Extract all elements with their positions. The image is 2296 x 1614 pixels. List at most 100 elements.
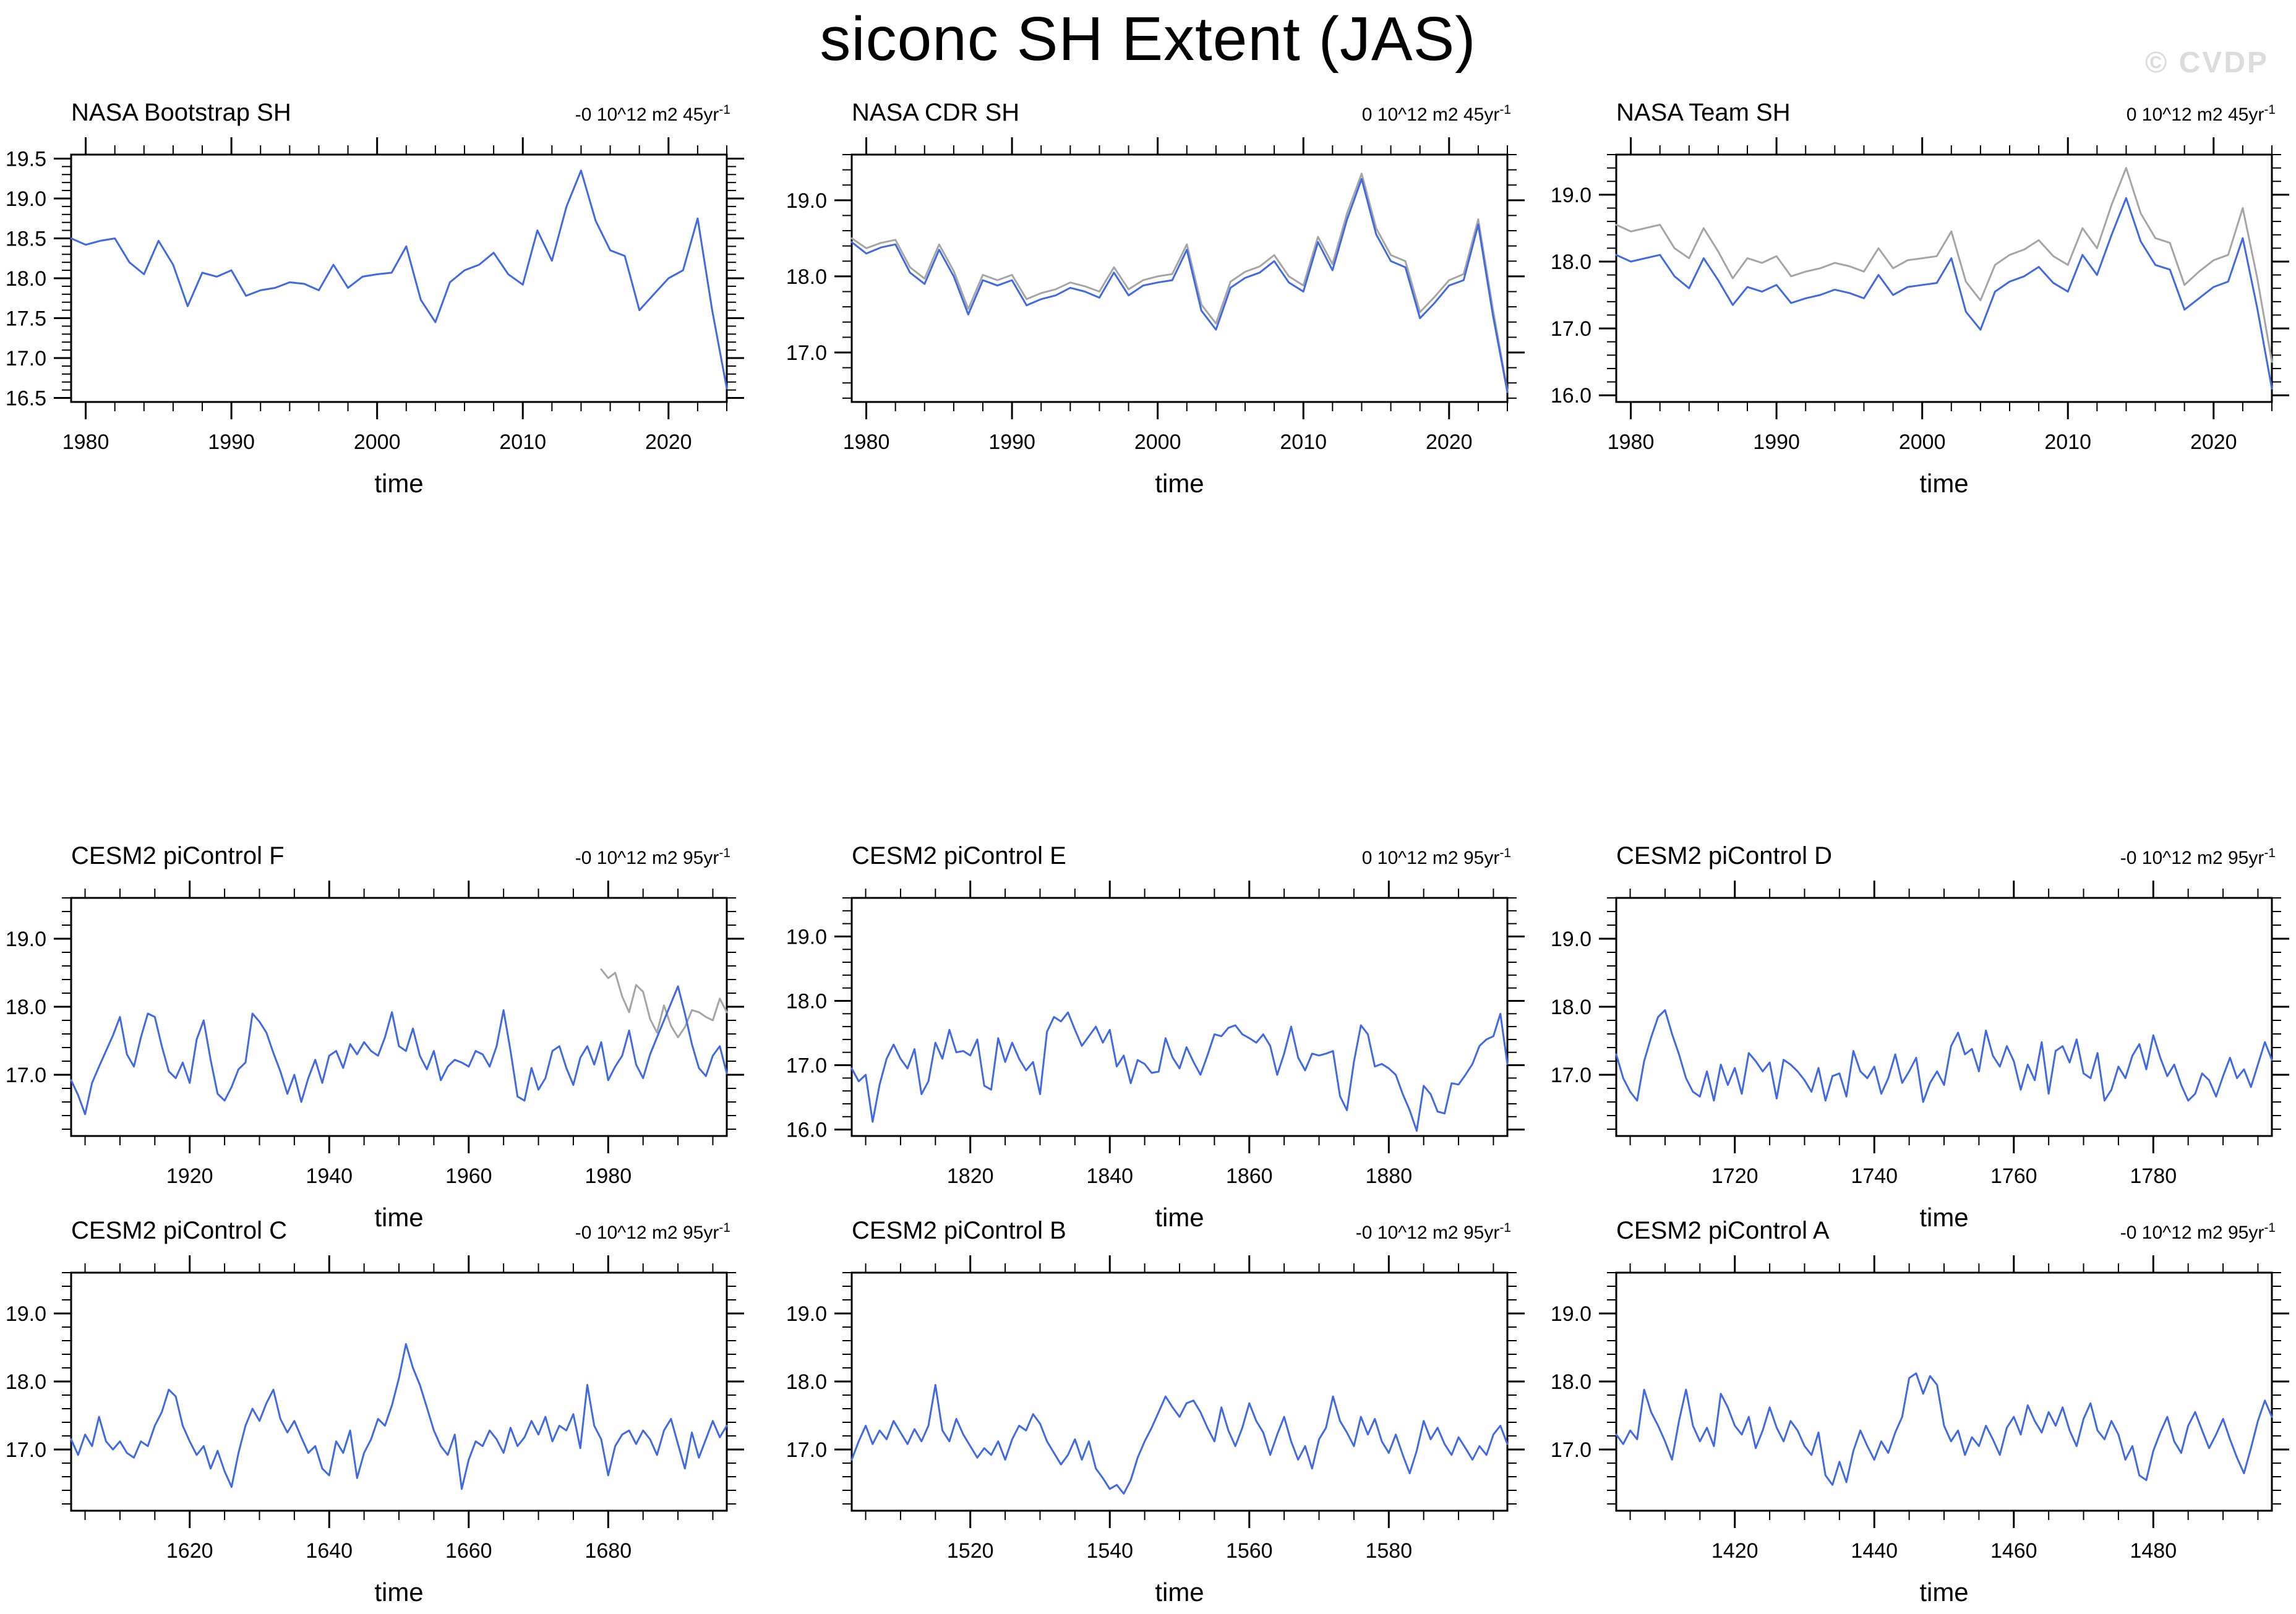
series_blue-line [850,177,1509,393]
x-tick-label: 1520 [947,1539,994,1563]
trend-label: -0 10^12 m2 95yr-1 [2120,846,2276,868]
panel-header: CESM2 piControl F -0 10^12 m2 95yr-1 [71,842,730,874]
panel-cesm2-picontrol-f: CESM2 piControl F -0 10^12 m2 95yr-1 17.… [0,842,773,1236]
x-axis-title: time [1919,1578,1968,1607]
panel-header: CESM2 piControl A -0 10^12 m2 95yr-1 [1616,1217,2276,1249]
y-tick-label: 19.0 [786,189,827,213]
x-tick-label: 1990 [208,430,255,454]
y-tick-label: 16.0 [786,1119,827,1142]
x-tick-label: 1560 [1226,1539,1273,1563]
timeseries-plot: 17.0 18.0 19.0 1620 1640 1660 1680 time [6,1255,744,1607]
series_blue-line [1615,1372,2273,1486]
y-tick-label: 19.5 [6,147,46,171]
y-tick-label: 17.0 [1551,1438,1591,1462]
x-axis-title: time [1919,469,1968,498]
x-tick-label: 1940 [306,1164,353,1188]
x-tick-label: 1980 [1608,430,1655,454]
timeseries-plot: 16.0 17.0 18.0 19.0 1820 1840 1860 1880 time [786,881,1525,1232]
x-tick-label: 2010 [2044,430,2091,454]
x-tick-label: 1980 [585,1164,632,1188]
x-tick-label: 1740 [1851,1164,1898,1188]
plot-frame [70,1271,728,1512]
trend-label: -0 10^12 m2 95yr-1 [575,846,730,868]
trend-label: -0 10^12 m2 95yr-1 [2120,1221,2276,1243]
x-tick-label: 1880 [1365,1164,1412,1188]
x-tick-label: 2020 [2190,430,2237,454]
trend-label: 0 10^12 m2 95yr-1 [1361,846,1511,868]
plot-frame [1615,897,2273,1137]
trend-label: 0 10^12 m2 45yr-1 [2126,103,2276,125]
panel-nasa-team-sh: NASA Team SH 0 10^12 m2 45yr-1 16.0 17.0 1… [1545,99,2296,502]
plot-frame [850,897,1509,1137]
x-tick-label: 1760 [1990,1164,2037,1188]
y-tick-label: 19.0 [786,1302,827,1326]
y-tick-label: 19.0 [1551,184,1591,207]
plot-frame [850,1271,1509,1512]
y-tick-label: 17.0 [6,1064,46,1087]
x-tick-label: 1680 [585,1539,632,1563]
y-tick-label: 18.0 [6,267,46,291]
y-tick-label: 17.5 [6,307,46,331]
timeseries-plot: 17.0 18.0 19.0 1720 1740 1760 1780 time [1551,881,2289,1232]
y-tick-label: 18.5 [6,227,46,250]
y-tick-label: 18.0 [6,996,46,1019]
timeseries-plot: 17.0 18.0 19.0 1520 1540 1560 1580 time [786,1255,1525,1607]
y-tick-label: 19.0 [6,1302,46,1326]
plot-frame [70,897,728,1137]
x-axis-title: time [1155,469,1204,498]
plot-frame [70,153,728,403]
timeseries-plot: 17.0 18.0 19.0 1420 1440 1460 1480 time [1551,1255,2289,1607]
x-axis-title: time [1155,1578,1204,1607]
plot-frame [850,153,1509,403]
x-tick-label: 2020 [1426,430,1473,454]
panel-nasa-cdr-sh: NASA CDR SH 0 10^12 m2 45yr-1 17.0 18.0 19… [781,99,1554,502]
x-tick-label: 1620 [166,1539,213,1563]
y-tick-label: 17.0 [6,1438,46,1462]
panel-header: NASA Team SH 0 10^12 m2 45yr-1 [1616,99,2276,131]
plot-frame [1615,1271,2273,1512]
x-tick-label: 1640 [306,1539,353,1563]
y-tick-label: 18.0 [6,1370,46,1394]
x-tick-label: 1960 [445,1164,492,1188]
timeseries-plot: 17.0 18.0 19.0 1980 1990 2000 2010 2020 time [786,137,1525,498]
y-tick-label: 17.0 [786,1438,827,1462]
y-tick-label: 18.0 [1551,996,1591,1019]
y-tick-label: 19.0 [1551,1302,1591,1326]
y-tick-label: 17.0 [6,347,46,370]
panel-title: CESM2 piControl F [71,842,285,869]
x-tick-label: 1480 [2130,1539,2177,1563]
series_blue-line [70,1343,728,1490]
y-tick-label: 17.0 [1551,317,1591,341]
x-tick-label: 1660 [445,1539,492,1563]
x-axis-title: time [1155,1203,1204,1232]
x-tick-label: 2000 [1134,430,1181,454]
x-tick-label: 1780 [2130,1164,2177,1188]
panel-title: CESM2 piControl A [1616,1217,1830,1244]
x-axis-title: time [374,469,423,498]
x-tick-label: 1540 [1086,1539,1133,1563]
trend-label: -0 10^12 m2 95yr-1 [575,1221,730,1243]
x-tick-label: 1460 [1990,1539,2037,1563]
y-tick-label: 18.0 [786,265,827,289]
trend-label: -0 10^12 m2 45yr-1 [575,103,730,125]
y-tick-label: 16.5 [6,387,46,411]
x-axis-title: time [374,1203,423,1232]
panel-cesm2-picontrol-a: CESM2 piControl A -0 10^12 m2 95yr-1 17.… [1545,1217,2296,1611]
x-tick-label: 2020 [645,430,692,454]
series_gray-line [850,173,1509,391]
y-tick-label: 19.0 [6,928,46,951]
series_blue-line [850,1384,1509,1495]
y-tick-label: 19.0 [6,187,46,211]
panel-title: CESM2 piControl E [852,842,1066,869]
x-tick-label: 2000 [354,430,401,454]
panel-nasa-bootstrap-sh: NASA Bootstrap SH -0 10^12 m2 45yr-1 16.… [0,99,773,502]
panel-cesm2-picontrol-d: CESM2 piControl D -0 10^12 m2 95yr-1 17.… [1545,842,2296,1236]
y-tick-label: 17.0 [786,1054,827,1078]
x-tick-label: 1840 [1086,1164,1133,1188]
panel-header: NASA CDR SH 0 10^12 m2 45yr-1 [852,99,1511,131]
panel-cesm2-picontrol-b: CESM2 piControl B -0 10^12 m2 95yr-1 17.… [781,1217,1554,1611]
x-tick-label: 1980 [62,430,109,454]
panel-header: NASA Bootstrap SH -0 10^12 m2 45yr-1 [71,99,730,131]
panel-cesm2-picontrol-e: CESM2 piControl E 0 10^12 m2 95yr-1 16.0… [781,842,1554,1236]
